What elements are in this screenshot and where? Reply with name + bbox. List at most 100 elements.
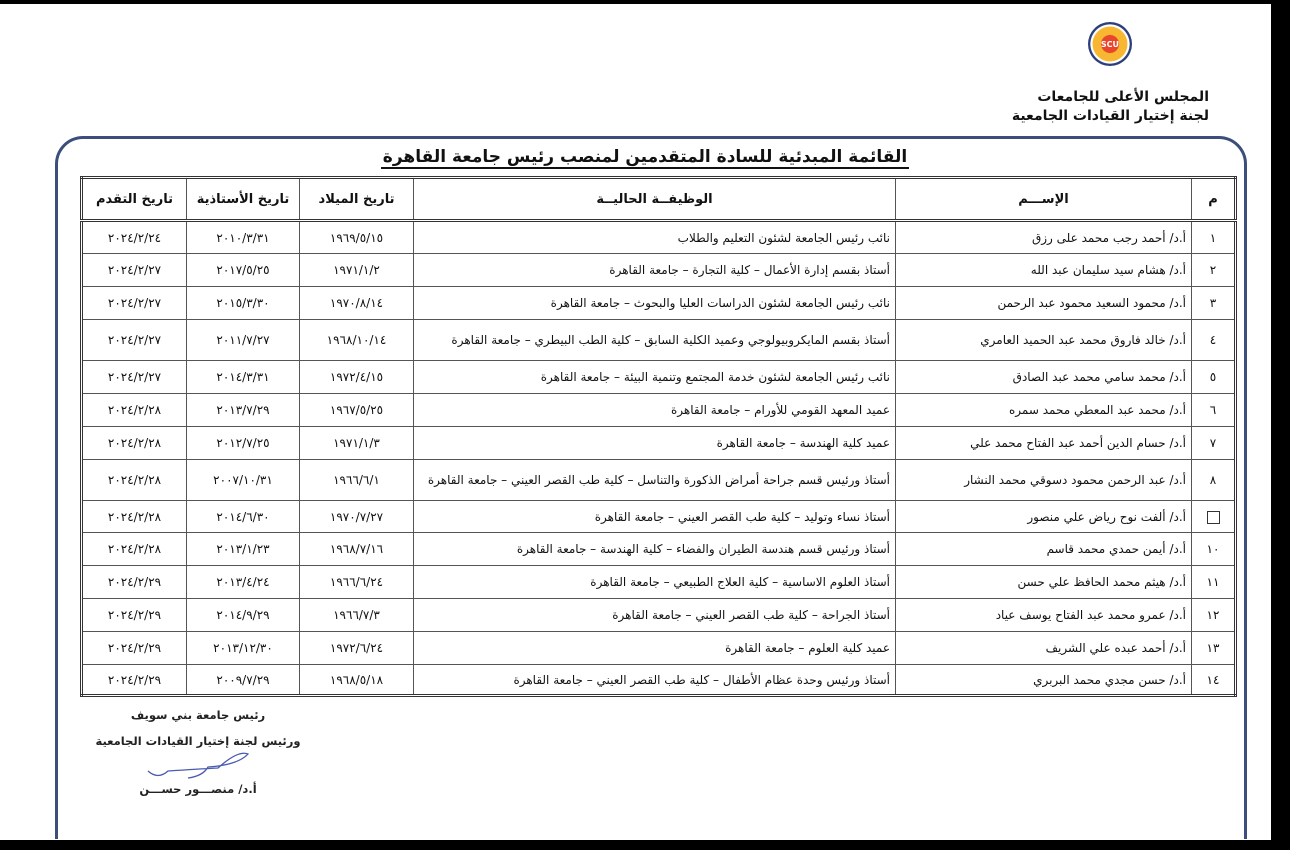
- birth-date: ١٩٦٦/٦/١: [299, 459, 414, 501]
- birth-date: ١٩٦٦/٧/٣: [299, 598, 414, 632]
- col-application-date: تاريخ التقدم: [81, 177, 187, 222]
- table-header-row: م الإســـم الوظيفــة الحاليــة تاريخ الم…: [81, 177, 1236, 222]
- application-date: ٢٠٢٤/٢/٢٨: [81, 459, 187, 501]
- current-job: أستاذ الجراحة – كلية طب القصر العيني – ج…: [413, 598, 896, 632]
- scu-logo: SCU: [1088, 22, 1132, 66]
- birth-date: ١٩٧١/١/٣: [299, 426, 414, 460]
- professorship-date: ٢٠١٥/٣/٣٠: [186, 286, 300, 320]
- application-date: ٢٠٢٤/٢/٢٨: [81, 500, 187, 533]
- row-number: ٢: [1191, 253, 1236, 287]
- professorship-date: ٢٠١٣/٧/٢٩: [186, 393, 300, 427]
- row-number: ١٣: [1191, 631, 1236, 665]
- professorship-date: ٢٠١٤/٩/٢٩: [186, 598, 300, 632]
- document-frame: [55, 136, 1247, 839]
- application-date: ٢٠٢٤/٢/٢٩: [81, 631, 187, 665]
- signer-committee: ورئيس لجنة إختيار القيادات الجامعية: [95, 734, 301, 748]
- candidate-name: أ.د/ حسام الدين أحمد عبد الفتاح محمد علي: [895, 426, 1192, 460]
- row-number: ٦: [1191, 393, 1236, 427]
- signer-title: رئيس جامعة بني سويف: [130, 708, 266, 722]
- professorship-date: ٢٠٠٧/١٠/٣١: [186, 459, 300, 501]
- current-job: عميد المعهد القومي للأورام – جامعة القاه…: [413, 393, 896, 427]
- col-job: الوظيفــة الحاليــة: [413, 177, 896, 222]
- table-row: ١٢ أ.د/ عمرو محمد عبد الفتاح يوسف عياد أست…: [81, 598, 1236, 632]
- professorship-date: ٢٠١٢/٧/٢٥: [186, 426, 300, 460]
- application-date: ٢٠٢٤/٢/٢٩: [81, 565, 187, 599]
- current-job: أستاذ ورئيس وحدة عظام الأطفال – كلية طب …: [413, 664, 896, 696]
- logo-text: SCU: [1100, 39, 1120, 49]
- org-name: المجلس الأعلى للجامعات: [1037, 89, 1209, 105]
- col-name: الإســـم: [895, 177, 1192, 222]
- row-number: ٨: [1191, 459, 1236, 501]
- candidate-name: أ.د/ أحمد رجب محمد على رزق: [895, 220, 1192, 254]
- signatory-name: أ.د/ منصـــور حســـن: [139, 782, 257, 796]
- candidate-name: أ.د/ أيمن حمدي محمد قاسم: [895, 532, 1192, 566]
- current-job: أستاذ العلوم الاساسية – كلية العلاج الطب…: [413, 565, 896, 599]
- candidate-name: أ.د/ محمد سامي محمد عبد الصادق: [895, 360, 1192, 394]
- birth-date: ١٩٧٠/٨/١٤: [299, 286, 414, 320]
- birth-date: ١٩٧٢/٦/٢٤: [299, 631, 414, 665]
- application-date: ٢٠٢٤/٢/٢٨: [81, 532, 187, 566]
- professorship-date: ٢٠١٣/١/٢٣: [186, 532, 300, 566]
- birth-date: ١٩٦٨/٧/١٦: [299, 532, 414, 566]
- table-row: ١٤ أ.د/ حسن مجدي محمد البربري أستاذ ورئيس …: [81, 664, 1236, 696]
- table-row: ٤ أ.د/ خالد فاروق محمد عبد الحميد العامري…: [81, 319, 1236, 361]
- professorship-date: ٢٠١٧/٥/٢٥: [186, 253, 300, 287]
- application-date: ٢٠٢٤/٢/٢٧: [81, 286, 187, 320]
- row-number: ١٤: [1191, 664, 1236, 696]
- candidate-name: أ.د/ أحمد عبده علي الشريف: [895, 631, 1192, 665]
- document-title: القائمة المبدئية للسادة المتقدمين لمنصب …: [0, 146, 1290, 169]
- current-job: نائب رئيس الجامعة لشئون الدراسات العليا …: [413, 286, 896, 320]
- current-job: أستاذ بقسم إدارة الأعمال – كلية التجارة …: [413, 253, 896, 287]
- birth-date: ١٩٧٢/٤/١٥: [299, 360, 414, 394]
- candidate-name: أ.د/ هيثم محمد الحافظ علي حسن: [895, 565, 1192, 599]
- birth-date: ١٩٦٦/٦/٢٤: [299, 565, 414, 599]
- table-row: ٧ أ.د/ حسام الدين أحمد عبد الفتاح محمد عل…: [81, 426, 1236, 460]
- professorship-date: ٢٠١٤/٦/٣٠: [186, 500, 300, 533]
- birth-date: ١٩٦٨/١٠/١٤: [299, 319, 414, 361]
- birth-date: ١٩٦٩/٥/١٥: [299, 220, 414, 254]
- candidate-name: أ.د/ محمد عبد المعطي محمد سمره: [895, 393, 1192, 427]
- professorship-date: ٢٠١٠/٣/٣١: [186, 220, 300, 254]
- current-job: عميد كلية العلوم – جامعة القاهرة: [413, 631, 896, 665]
- table-row: ١٣ أ.د/ أحمد عبده علي الشريف عميد كلية الع…: [81, 631, 1236, 665]
- candidate-name: أ.د/ محمود السعيد محمود عبد الرحمن: [895, 286, 1192, 320]
- professorship-date: ٢٠١٣/٤/٢٤: [186, 565, 300, 599]
- row-number: [1191, 500, 1236, 533]
- current-job: نائب رئيس الجامعة لشئون خدمة المجتمع وتن…: [413, 360, 896, 394]
- col-birth-date: تاريخ الميلاد: [299, 177, 414, 222]
- table-row: ٢ أ.د/ هشام سيد سليمان عبد الله أستاذ بقسم…: [81, 253, 1236, 287]
- candidate-name: أ.د/ خالد فاروق محمد عبد الحميد العامري: [895, 319, 1192, 361]
- candidate-name: أ.د/ هشام سيد سليمان عبد الله: [895, 253, 1192, 287]
- row-number: ٥: [1191, 360, 1236, 394]
- row-number: ٤: [1191, 319, 1236, 361]
- row-number: ١: [1191, 220, 1236, 254]
- signature-icon: [147, 752, 250, 779]
- table-row: ٣ أ.د/ محمود السعيد محمود عبد الرحمن نائب …: [81, 286, 1236, 320]
- checkbox-icon: [1206, 510, 1220, 524]
- candidate-name: أ.د/ حسن مجدي محمد البربري: [895, 664, 1192, 696]
- application-date: ٢٠٢٤/٢/٢٩: [81, 664, 187, 696]
- professorship-date: ٢٠١١/٧/٢٧: [186, 319, 300, 361]
- document-body: م الإســـم الوظيفــة الحاليــة تاريخ الم…: [80, 176, 1240, 797]
- birth-date: ١٩٦٨/٥/١٨: [299, 664, 414, 696]
- col-number: م: [1191, 177, 1236, 222]
- candidates-table: م الإســـم الوظيفــة الحاليــة تاريخ الم…: [80, 176, 1237, 697]
- table-row: ١١ أ.د/ هيثم محمد الحافظ علي حسن أستاذ الع…: [81, 565, 1236, 599]
- application-date: ٢٠٢٤/٢/٢٨: [81, 426, 187, 460]
- current-job: نائب رئيس الجامعة لشئون التعليم والطلاب: [413, 220, 896, 254]
- table-row: ١ أ.د/ أحمد رجب محمد على رزق نائب رئيس الج…: [81, 220, 1236, 254]
- current-job: أستاذ ورئيس قسم جراحة أمراض الذكورة والت…: [413, 459, 896, 501]
- table-row: ٥ أ.د/ محمد سامي محمد عبد الصادق نائب رئيس…: [81, 360, 1236, 394]
- organization-header: المجلس الأعلى للجامعات لجنة إختيار القيا…: [1012, 88, 1209, 126]
- candidate-name: أ.د/ عبد الرحمن محمود دسوقي محمد النشار: [895, 459, 1192, 501]
- row-number: ٧: [1191, 426, 1236, 460]
- application-date: ٢٠٢٤/٢/٢٤: [81, 220, 187, 254]
- row-number: ١١: [1191, 565, 1236, 599]
- col-professorship-date: تاريخ الأستاذية: [186, 177, 300, 222]
- current-job: أستاذ بقسم المايكروبيولوجي وعميد الكلية …: [413, 319, 896, 361]
- professorship-date: ٢٠٠٩/٧/٢٩: [186, 664, 300, 696]
- application-date: ٢٠٢٤/٢/٢٩: [81, 598, 187, 632]
- title-text: القائمة المبدئية للسادة المتقدمين لمنصب …: [380, 147, 910, 169]
- current-job: أستاذ ورئيس قسم هندسة الطيران والفضاء – …: [413, 532, 896, 566]
- row-number: ٣: [1191, 286, 1236, 320]
